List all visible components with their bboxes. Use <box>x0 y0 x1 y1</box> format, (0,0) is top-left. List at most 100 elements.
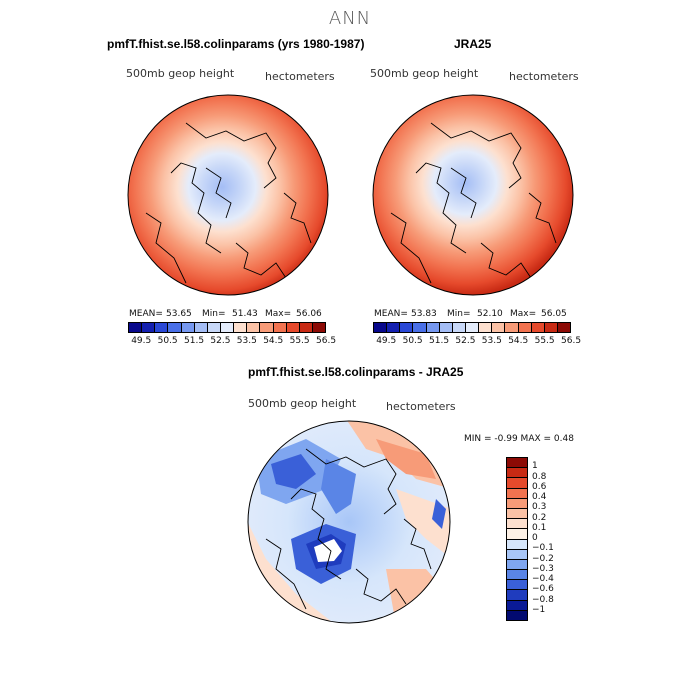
panel3-colorbar <box>506 457 528 621</box>
colorbar-tick-label: 54.5 <box>263 336 284 346</box>
colorbar-tick-label: −0.8 <box>532 594 554 605</box>
panel3-variable: 500mb geop height <box>248 397 357 410</box>
colorbar-swatch <box>507 497 527 508</box>
panel2-max-value: 56.05 <box>541 309 567 319</box>
colorbar-swatch <box>259 323 273 332</box>
colorbar-tick-label: 51.5 <box>429 336 450 346</box>
panel2-colorbar <box>373 322 571 333</box>
colorbar-swatch <box>507 589 527 600</box>
colorbar-tick-label: −0.4 <box>532 574 554 584</box>
colorbar-tick-label: 0.4 <box>532 492 547 502</box>
panel3-map <box>247 420 451 624</box>
colorbar-swatch <box>206 323 220 332</box>
panel1-colorbar-ticks: 49.5 50.5 51.5 52.5 53.5 54.5 55.5 56.5 <box>128 336 336 348</box>
panel2-map <box>372 94 574 296</box>
panel1-colorbar <box>128 322 326 333</box>
colorbar-swatch <box>507 467 527 478</box>
panel2-field <box>373 95 573 295</box>
panel2-colorbar-ticks: 49.5 50.5 51.5 52.5 53.5 54.5 55.5 56.5 <box>373 336 581 348</box>
panel2-max-label: Max= <box>510 309 537 319</box>
colorbar-tick-label: 53.5 <box>236 336 257 346</box>
panel3-minmax: MIN = -0.99 MAX = 0.48 <box>464 434 574 444</box>
colorbar-tick-label: 0.1 <box>532 522 547 533</box>
colorbar-swatch <box>507 569 527 580</box>
colorbar-swatch <box>507 538 527 549</box>
colorbar-tick-label: −0.3 <box>532 563 554 574</box>
colorbar-swatch <box>246 323 260 332</box>
colorbar-swatch <box>374 323 387 332</box>
colorbar-swatch <box>285 323 299 332</box>
colorbar-swatch <box>386 323 400 332</box>
panel3-units: hectometers <box>386 400 456 413</box>
colorbar-tick-label: 51.5 <box>184 336 205 346</box>
panel2-title: JRA25 <box>454 37 492 51</box>
panel1-max-label: Max= <box>265 309 292 319</box>
colorbar-tick-label: 0.8 <box>532 471 547 482</box>
colorbar-tick-label: 49.5 <box>376 336 397 346</box>
panel2-units: hectometers <box>509 70 579 83</box>
colorbar-tick-label: 50.5 <box>157 336 178 346</box>
colorbar-swatch <box>167 323 181 332</box>
panel1-min-value: 51.43 <box>232 309 258 319</box>
colorbar-swatch <box>507 477 527 488</box>
panel3-coastlines <box>265 448 432 610</box>
colorbar-swatch <box>517 323 531 332</box>
panel1-title: pmfT.fhist.se.l58.colinparams (yrs 1980-… <box>107 37 365 51</box>
colorbar-swatch <box>507 558 527 570</box>
colorbar-tick-label: −0.2 <box>532 553 554 564</box>
colorbar-swatch <box>451 323 465 332</box>
panel2-min-value: 52.10 <box>477 309 503 319</box>
colorbar-tick-label: 52.5 <box>210 336 231 346</box>
colorbar-tick-label: 50.5 <box>402 336 423 346</box>
colorbar-swatch <box>543 323 557 332</box>
colorbar-tick-label: 56.5 <box>561 336 582 346</box>
colorbar-swatch <box>507 487 527 498</box>
panel1-coastlines <box>145 122 312 284</box>
colorbar-tick-label: 0 <box>532 533 538 543</box>
colorbar-tick-label: 53.5 <box>481 336 502 346</box>
colorbar-swatch <box>193 323 207 332</box>
colorbar-swatch <box>180 323 194 332</box>
colorbar-swatch <box>141 323 155 332</box>
colorbar-swatch <box>154 323 168 332</box>
panel2-coastlines <box>390 122 557 284</box>
colorbar-swatch <box>507 518 527 529</box>
colorbar-tick-label: 55.5 <box>534 336 555 346</box>
colorbar-swatch <box>311 323 326 332</box>
colorbar-swatch <box>491 323 505 332</box>
panel3-title: pmfT.fhist.se.l58.colinparams - JRA25 <box>248 365 464 379</box>
figure-title: ANN <box>328 8 372 29</box>
colorbar-tick-label: 56.5 <box>316 336 337 346</box>
panel1-max-value: 56.06 <box>296 309 322 319</box>
panel2-mean-label: MEAN= <box>374 309 408 319</box>
colorbar-swatch <box>464 323 479 332</box>
colorbar-tick-label: 0.2 <box>532 512 547 523</box>
panel1-units: hectometers <box>265 70 335 83</box>
colorbar-swatch <box>272 323 286 332</box>
panel1-mean-value: 53.65 <box>166 309 192 319</box>
colorbar-swatch <box>129 323 142 332</box>
panel1-mean-label: MEAN= <box>129 309 163 319</box>
colorbar-tick-label: 1 <box>532 461 538 472</box>
colorbar-tick-label: 55.5 <box>289 336 310 346</box>
colorbar-tick-label: −0.1 <box>532 543 554 554</box>
colorbar-swatch <box>507 609 527 620</box>
panel1-variable: 500mb geop height <box>126 67 235 80</box>
colorbar-swatch <box>219 323 234 332</box>
colorbar-tick-label: 0.6 <box>532 481 547 492</box>
panel1-field <box>128 95 328 295</box>
panel1-min-label: Min= <box>202 309 226 319</box>
colorbar-swatch <box>233 323 247 332</box>
panel2-min-label: Min= <box>447 309 471 319</box>
colorbar-swatch <box>399 323 413 332</box>
colorbar-swatch <box>507 579 527 590</box>
colorbar-tick-label: 54.5 <box>508 336 529 346</box>
colorbar-swatch <box>530 323 544 332</box>
panel2-variable: 500mb geop height <box>370 67 479 80</box>
panel2-mean-value: 53.83 <box>411 309 437 319</box>
colorbar-swatch <box>478 323 492 332</box>
panel3-colorbar-ticks: 1 0.8 0.6 0.4 0.3 0.2 0.1 0 −0.1 −0.2 −0.3 −0.4 −0.6… <box>532 457 572 621</box>
colorbar-tick-label: 0.3 <box>532 502 547 513</box>
colorbar-swatch <box>504 323 518 332</box>
colorbar-tick-label: −0.6 <box>532 584 554 595</box>
